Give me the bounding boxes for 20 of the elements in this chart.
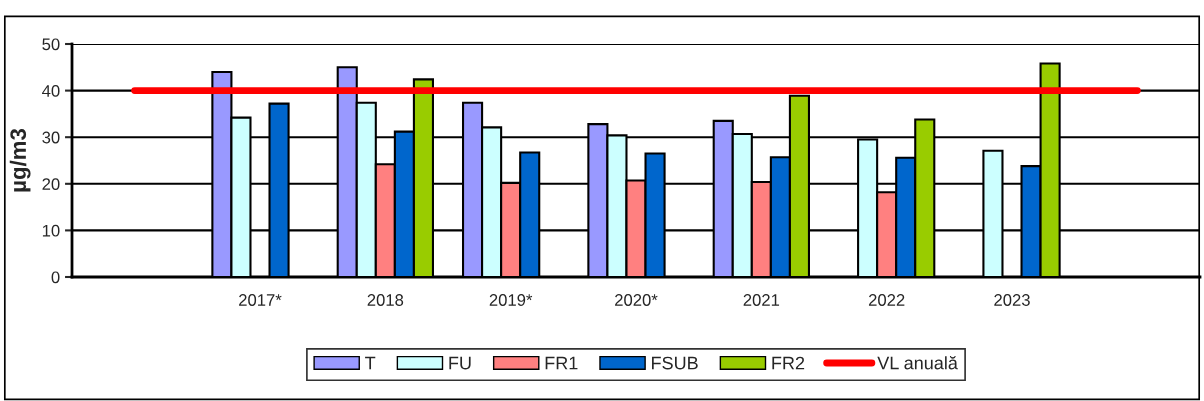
y-axis-title: µg/m3 bbox=[9, 128, 31, 192]
legend-label: FSUB bbox=[652, 356, 698, 370]
legend-label: FR2 bbox=[772, 356, 805, 370]
legend-label: VL anuală bbox=[877, 355, 958, 370]
y-tick-label: 20 bbox=[42, 178, 60, 190]
legend-label: FR1 bbox=[545, 356, 578, 370]
x-tick-label: 2020* bbox=[615, 294, 658, 306]
x-tick-label: 2018 bbox=[367, 294, 404, 306]
x-tick-label: 2019* bbox=[489, 294, 533, 306]
legend-label: T bbox=[365, 356, 376, 370]
y-tick-label: 0 bbox=[51, 271, 60, 284]
x-tick-label: 2022 bbox=[868, 294, 905, 306]
x-tick-label: 2021 bbox=[743, 294, 780, 306]
x-tick-label: 2017* bbox=[239, 294, 282, 306]
y-tick-label: 30 bbox=[42, 131, 60, 144]
y-tick-label: 10 bbox=[42, 224, 60, 237]
y-tick-label: 50 bbox=[42, 38, 60, 51]
legend-label: FU bbox=[449, 356, 471, 370]
y-tick-label: 40 bbox=[42, 85, 60, 97]
x-tick-label: 2023 bbox=[994, 294, 1030, 306]
